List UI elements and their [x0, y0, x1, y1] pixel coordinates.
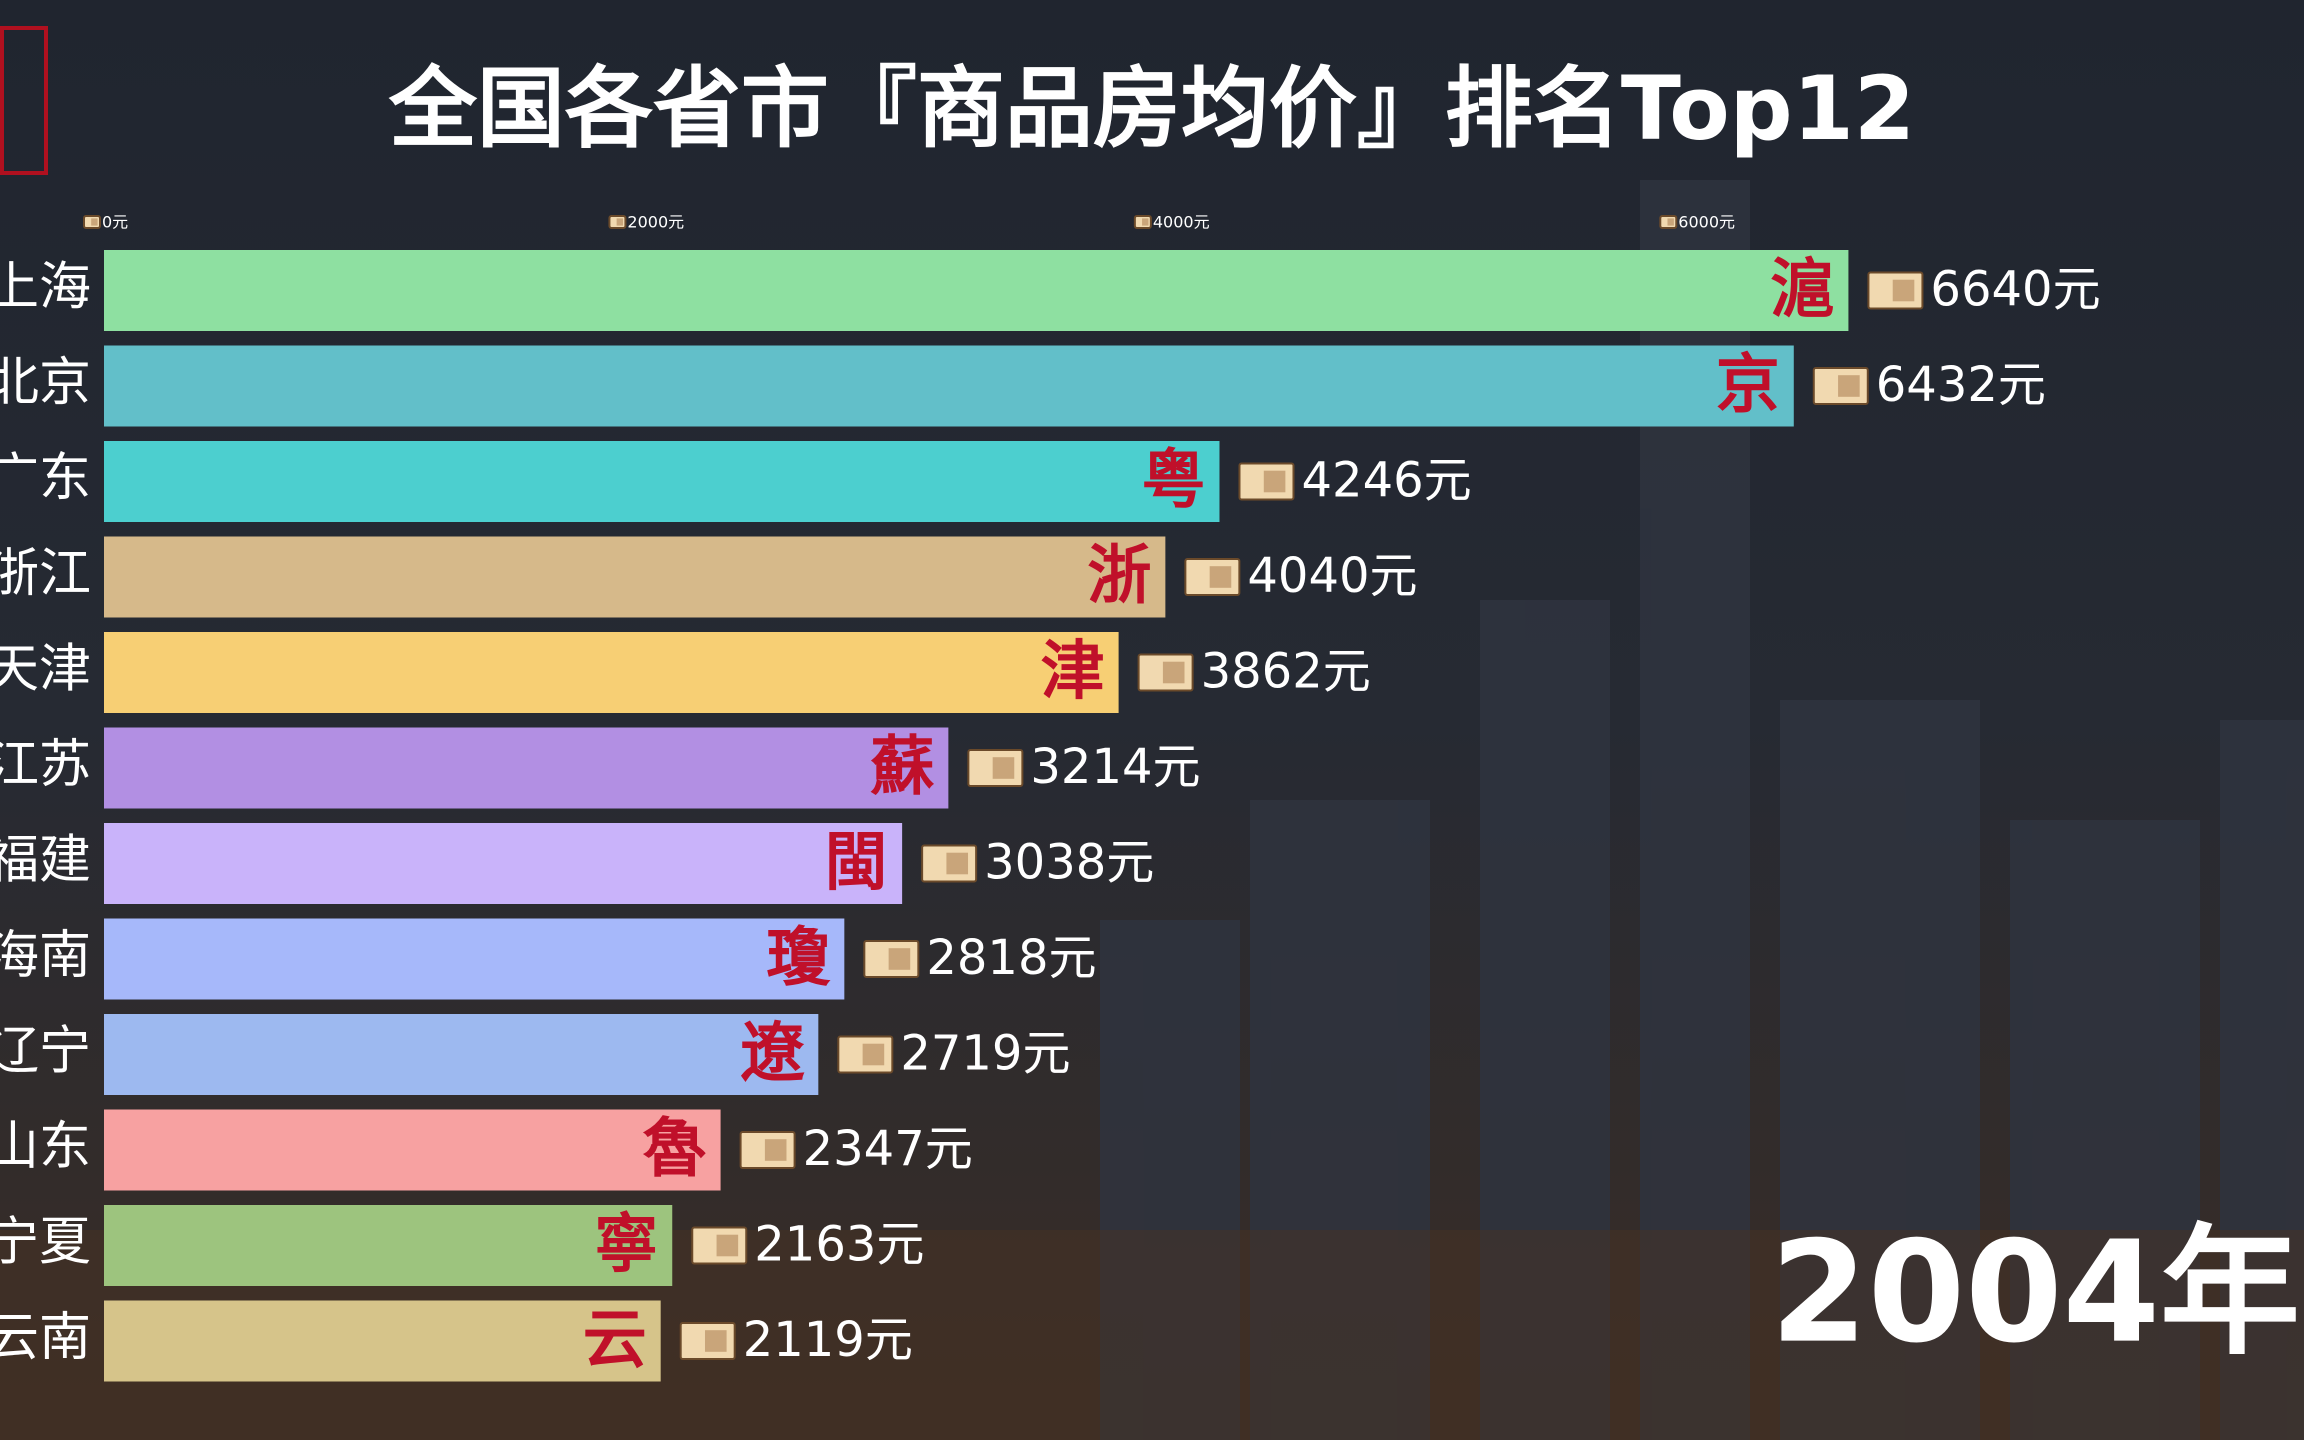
bar — [104, 441, 1220, 522]
chart-title: 全国各省市『商品房均价』排名Top12 — [388, 57, 1915, 160]
money-icon-face — [1667, 218, 1674, 226]
bar-abbreviation: 京 — [1716, 348, 1780, 423]
x-tick-label: 4000元 — [1153, 213, 1210, 232]
money-icon-face — [91, 218, 98, 226]
category-label: 江苏 — [0, 735, 91, 795]
category-label: 辽宁 — [0, 1022, 91, 1082]
category-label: 天津 — [0, 640, 91, 700]
category-label: 宁夏 — [0, 1213, 91, 1273]
value-label: 2719元 — [900, 1026, 1070, 1082]
bar-abbreviation: 滬 — [1770, 252, 1834, 327]
x-tick-label: 0元 — [102, 213, 128, 232]
bar — [104, 250, 1849, 331]
category-label: 北京 — [0, 353, 91, 413]
value-label: 2818元 — [926, 930, 1096, 986]
bar — [104, 918, 845, 1000]
value-label: 2163元 — [754, 1217, 924, 1273]
bar-abbreviation: 閩 — [824, 825, 888, 900]
money-icon-face — [862, 1043, 885, 1066]
money-icon-face — [888, 948, 911, 970]
category-label: 山东 — [0, 1117, 91, 1177]
bar-abbreviation: 魯 — [643, 1112, 707, 1187]
x-tick-label: 2000元 — [627, 213, 684, 232]
money-icon-face — [1263, 470, 1286, 493]
value-label: 2347元 — [803, 1121, 973, 1177]
value-label: 6432元 — [1876, 357, 2046, 413]
bar — [104, 1300, 661, 1382]
bar-abbreviation: 浙 — [1087, 539, 1151, 614]
bar — [104, 536, 1166, 618]
bar — [104, 1109, 721, 1191]
bar — [104, 632, 1119, 713]
value-label: 3862元 — [1201, 644, 1371, 700]
money-icon-face — [616, 218, 624, 226]
x-tick-label: 6000元 — [1678, 213, 1735, 232]
category-label: 云南 — [0, 1308, 91, 1368]
bar-abbreviation: 津 — [1041, 634, 1105, 709]
category-label: 广东 — [0, 449, 91, 509]
money-icon-face — [764, 1139, 787, 1161]
value-label: 4246元 — [1301, 453, 1471, 509]
value-label: 3214元 — [1030, 739, 1200, 795]
value-label: 3038元 — [984, 835, 1154, 891]
money-icon-face — [1162, 661, 1185, 684]
bar-abbreviation: 粤 — [1141, 443, 1205, 518]
value-label: 4040元 — [1247, 548, 1417, 604]
bar-abbreviation: 云 — [583, 1303, 647, 1378]
bar-abbreviation: 瓊 — [766, 921, 831, 996]
bar — [104, 823, 903, 904]
money-icon-face — [1838, 375, 1860, 397]
money-icon-face — [992, 757, 1015, 779]
bar — [104, 727, 949, 809]
money-icon-face — [716, 1234, 739, 1257]
category-label: 海南 — [0, 926, 91, 986]
value-label: 6640元 — [1930, 262, 2100, 318]
category-label: 福建 — [0, 831, 91, 891]
money-icon-face — [1892, 279, 1915, 302]
category-label: 上海 — [0, 258, 91, 318]
bar — [104, 1205, 673, 1286]
money-icon-face — [946, 852, 969, 875]
value-label: 2119元 — [743, 1312, 913, 1368]
money-icon-face — [1142, 218, 1149, 226]
bar-abbreviation: 遼 — [740, 1016, 805, 1091]
category-label: 浙江 — [0, 544, 91, 604]
bar-abbreviation: 寧 — [594, 1207, 658, 1282]
bar — [104, 345, 1794, 427]
bar-abbreviation: 蘇 — [870, 730, 934, 805]
bar — [104, 1014, 819, 1095]
period-label: 2004年 — [1770, 1212, 2300, 1375]
money-icon-face — [1209, 566, 1232, 588]
money-icon-face — [704, 1330, 727, 1352]
seal — [0, 26, 48, 175]
